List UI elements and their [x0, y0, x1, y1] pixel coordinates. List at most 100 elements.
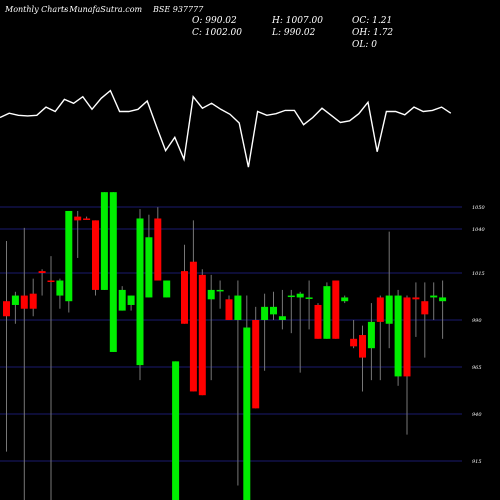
candle: [74, 210, 82, 258]
source-label: - MunafaSutra.com: [64, 5, 143, 14]
candle-body: [359, 335, 366, 358]
candle-body: [145, 237, 153, 298]
candle: [20, 227, 28, 500]
candle: [323, 282, 331, 339]
candle-body: [83, 218, 91, 220]
candle: [305, 280, 313, 330]
candle-body: [332, 280, 340, 339]
candle-body: [421, 301, 429, 315]
y-tick-label: 1040: [472, 227, 486, 233]
candle: [47, 256, 55, 500]
candle: [145, 214, 153, 298]
candle: [243, 295, 251, 500]
candle-body: [430, 295, 438, 298]
candle-body: [56, 280, 64, 296]
candle-body: [163, 280, 171, 298]
candle: [154, 207, 162, 281]
candle: [29, 278, 37, 317]
high-value: H: 1007.00: [272, 16, 323, 26]
candle: [332, 280, 340, 339]
candle-body: [350, 338, 358, 347]
candle-body: [92, 220, 99, 290]
indicator-panel: [0, 89, 452, 168]
candle: [314, 303, 322, 339]
candle-body: [367, 321, 375, 349]
candle: [216, 280, 224, 309]
chart-title: Monthly Charts: [5, 5, 69, 14]
candle: [163, 280, 171, 298]
candle: [439, 280, 447, 339]
symbol-label: BSE 937777: [153, 5, 204, 14]
candle: [198, 269, 206, 396]
candle-body: [181, 271, 188, 324]
candle: [118, 286, 126, 311]
candle-body: [20, 295, 28, 309]
candle-body: [394, 295, 402, 377]
candle-body: [412, 297, 420, 300]
candle-body: [109, 192, 117, 352]
candle: [65, 210, 73, 313]
candle-body: [172, 361, 180, 500]
candle: [385, 231, 393, 349]
candle: [394, 289, 402, 386]
y-tick-label: 915: [472, 459, 482, 465]
oc-value: OC: 1.21: [352, 16, 393, 26]
candles: [3, 192, 447, 500]
y-tick-label: 990: [472, 318, 482, 324]
candle: [127, 295, 135, 311]
candle-body: [189, 261, 197, 392]
candle-body: [252, 320, 260, 409]
candle: [376, 295, 384, 381]
open-value: O: 990.02: [192, 16, 237, 26]
candle-body: [38, 271, 46, 273]
candle-body: [154, 218, 162, 281]
candle: [92, 220, 99, 296]
candle-body: [305, 297, 313, 299]
candle-body: [65, 210, 73, 302]
candle: [225, 295, 233, 320]
price-grid: [0, 206, 462, 462]
candle: [261, 293, 269, 371]
candle-body: [385, 295, 393, 324]
candle: [350, 320, 358, 349]
candle-body: [118, 289, 126, 311]
candle-body: [225, 299, 233, 320]
candle-body: [323, 286, 331, 339]
candle-body: [439, 297, 447, 302]
indicator-line: [0, 89, 452, 168]
candle: [189, 220, 197, 392]
candle: [11, 291, 19, 324]
candle: [109, 192, 117, 352]
candle-body: [74, 216, 82, 221]
candle-body: [261, 306, 269, 320]
candle: [403, 295, 411, 435]
candle-body: [296, 293, 304, 298]
candle-body: [278, 316, 286, 320]
candle: [3, 241, 10, 452]
candle: [100, 192, 108, 290]
candle-body: [47, 280, 55, 283]
candle: [421, 282, 429, 358]
candle: [412, 282, 420, 337]
y-tick-label: 1015: [472, 271, 485, 277]
candle: [136, 209, 144, 381]
candle: [56, 278, 64, 309]
y-tick-label: 965: [472, 365, 482, 371]
candle-body: [287, 295, 295, 298]
oh-value: OH: 1.72: [352, 28, 394, 38]
y-tick-label: 940: [472, 412, 482, 418]
candle: [181, 244, 188, 324]
candle: [38, 269, 46, 296]
y-axis-ticks: 1050 1040 1015 990 965 940 915: [472, 205, 486, 465]
candle: [234, 280, 242, 486]
candle: [278, 289, 286, 330]
candle-body: [136, 218, 144, 366]
candle-body: [11, 295, 19, 305]
candle: [83, 216, 91, 220]
ol-value: OL: 0: [352, 40, 377, 50]
candle: [367, 303, 375, 381]
close-value: C: 1002.00: [192, 28, 242, 38]
candle-body: [403, 297, 411, 377]
candle: [287, 289, 295, 334]
